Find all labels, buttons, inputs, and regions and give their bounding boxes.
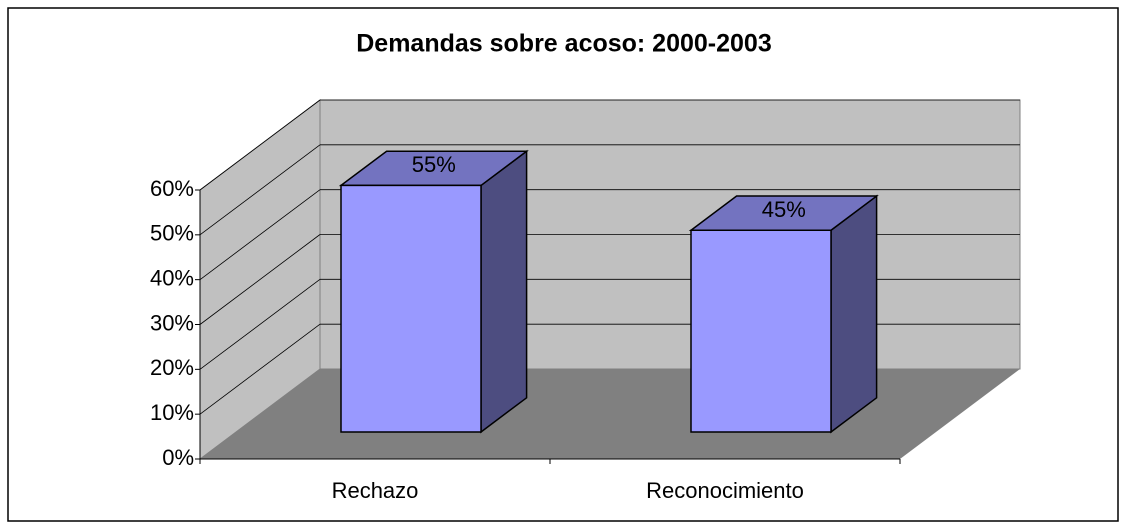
grid-line [199, 234, 321, 325]
bar-side [830, 194, 878, 434]
y-tick-label: 20% [150, 355, 194, 380]
y-tick-label: 30% [150, 310, 194, 335]
chart-title: Demandas sobre acoso: 2000-2003 [356, 30, 772, 58]
bar-side [480, 149, 528, 434]
grid-line [199, 279, 321, 370]
bar [340, 184, 482, 433]
y-tick-label: 40% [150, 265, 194, 290]
grid-line [199, 189, 321, 280]
x-tick-label: Rechazo [332, 478, 419, 503]
y-tick-label: 10% [150, 400, 194, 425]
bar [690, 229, 832, 433]
grid-line [199, 323, 321, 415]
floor [200, 369, 1020, 459]
x-tick-label: Reconocimiento [646, 478, 804, 503]
grid-line [199, 144, 321, 236]
value-label: 55% [412, 152, 456, 177]
grid-line [199, 99, 321, 191]
y-tick-label: 60% [150, 176, 194, 201]
value-label: 45% [762, 197, 806, 222]
y-tick-label: 0% [162, 445, 194, 470]
y-tick-label: 50% [150, 221, 194, 246]
